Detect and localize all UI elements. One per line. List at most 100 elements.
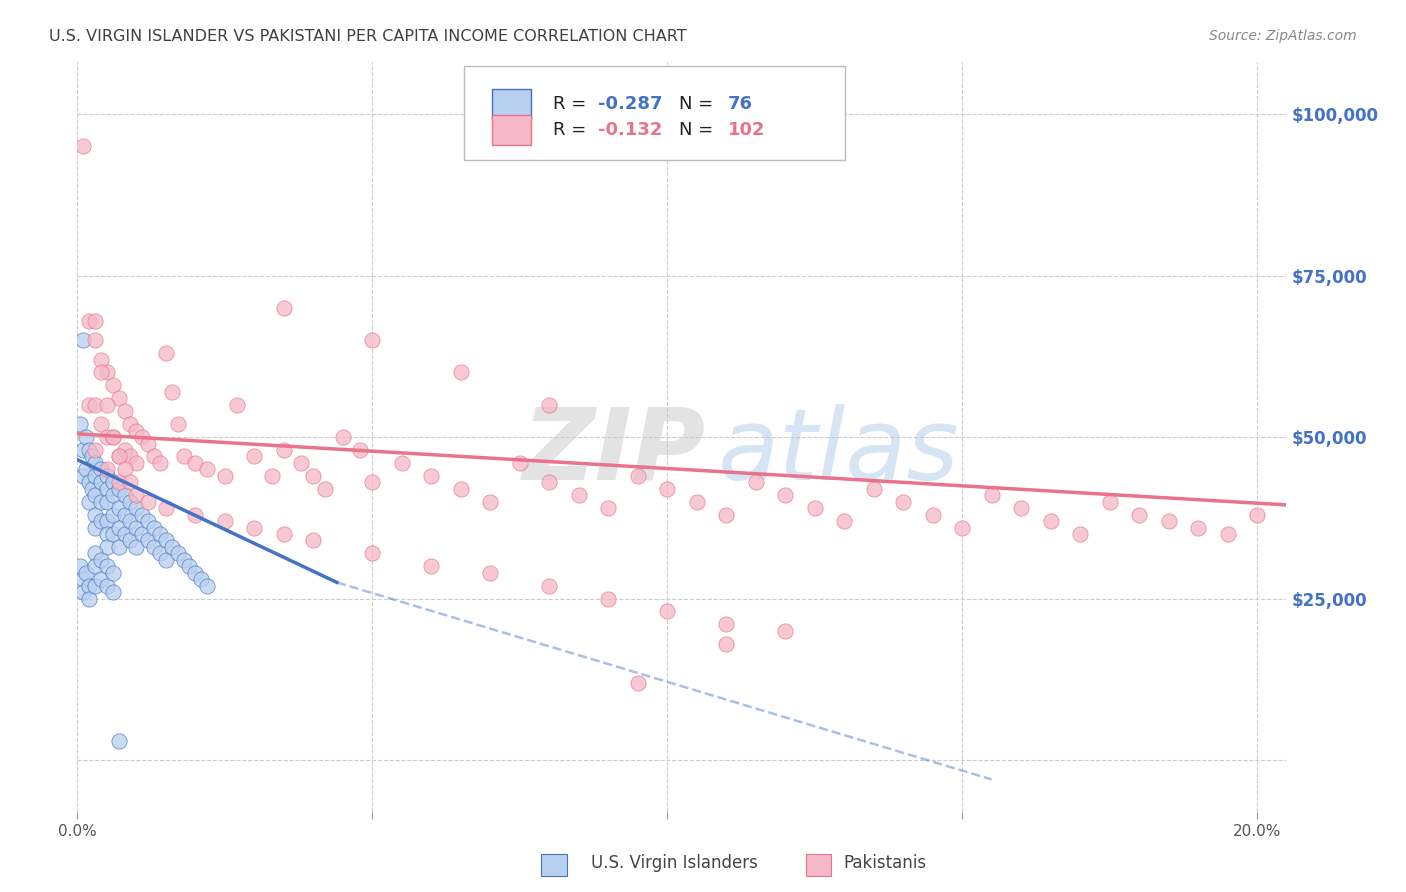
Point (107, 450, 129, 464)
Point (980, 488, 1002, 502)
Point (361, 333, 384, 347)
Text: U.S. Virgin Islanders: U.S. Virgin Islanders (591, 855, 758, 872)
Point (302, 533, 325, 548)
Point (302, 468, 325, 483)
Point (450, 482, 472, 496)
Point (84, 579, 107, 593)
Text: -0.287: -0.287 (599, 95, 664, 112)
Point (72, 442, 94, 457)
Point (155, 553, 177, 567)
Point (184, 508, 207, 522)
Point (80, 482, 103, 496)
Point (773, 488, 796, 502)
Point (96, 579, 118, 593)
Point (77, 398, 100, 412)
Text: atlas: atlas (718, 403, 960, 500)
Point (107, 501, 129, 516)
Point (96, 430, 118, 444)
Point (75, 566, 97, 580)
Point (120, 514, 142, 528)
Point (101, 566, 124, 580)
Point (714, 637, 737, 651)
Text: R =: R = (553, 95, 592, 112)
Point (131, 527, 153, 541)
Point (891, 494, 914, 508)
Point (101, 585, 124, 599)
Point (84, 456, 107, 470)
Point (75, 462, 97, 476)
Point (107, 475, 129, 490)
Point (1069, 527, 1091, 541)
Point (155, 533, 177, 548)
Point (290, 456, 312, 470)
Point (96, 514, 118, 528)
Point (131, 430, 153, 444)
Point (96, 540, 118, 554)
Point (125, 501, 148, 516)
Point (1098, 494, 1121, 508)
Point (1039, 514, 1062, 528)
Point (803, 501, 825, 516)
Point (120, 494, 142, 508)
Point (84, 488, 107, 502)
Point (90, 462, 112, 476)
Point (1010, 501, 1032, 516)
Bar (492, 115, 531, 145)
Point (1128, 508, 1150, 522)
Point (173, 450, 195, 464)
Point (773, 624, 796, 638)
Point (214, 514, 236, 528)
Point (195, 462, 218, 476)
Point (72, 468, 94, 483)
Point (107, 482, 129, 496)
Point (77, 314, 100, 328)
Point (685, 494, 707, 508)
Point (84, 546, 107, 560)
Point (96, 462, 118, 476)
Point (101, 488, 124, 502)
Point (744, 475, 766, 490)
Point (84, 314, 107, 328)
Point (143, 540, 166, 554)
Point (149, 546, 172, 560)
Point (84, 468, 107, 483)
Point (125, 424, 148, 438)
Point (77, 591, 100, 606)
Point (75, 430, 97, 444)
Point (125, 540, 148, 554)
Point (136, 436, 159, 450)
Point (107, 450, 129, 464)
Point (214, 468, 236, 483)
Point (84, 559, 107, 574)
Point (72, 333, 94, 347)
Point (538, 579, 561, 593)
Point (125, 456, 148, 470)
Point (96, 468, 118, 483)
Point (101, 378, 124, 392)
Point (125, 488, 148, 502)
Point (950, 520, 973, 534)
Point (90, 514, 112, 528)
Text: 102: 102 (728, 121, 765, 139)
Point (84, 398, 107, 412)
Point (657, 605, 679, 619)
Point (166, 546, 188, 560)
Point (273, 442, 295, 457)
Point (114, 488, 136, 502)
Point (714, 508, 737, 522)
Point (90, 553, 112, 567)
Point (1187, 520, 1209, 534)
Point (862, 482, 884, 496)
Point (77, 494, 100, 508)
Point (391, 456, 413, 470)
FancyBboxPatch shape (464, 66, 845, 160)
Point (114, 508, 136, 522)
Point (450, 366, 472, 380)
Point (155, 501, 177, 516)
Point (107, 540, 129, 554)
Point (107, 392, 129, 406)
Point (538, 398, 561, 412)
Point (598, 591, 620, 606)
Point (361, 475, 384, 490)
Point (714, 617, 737, 632)
